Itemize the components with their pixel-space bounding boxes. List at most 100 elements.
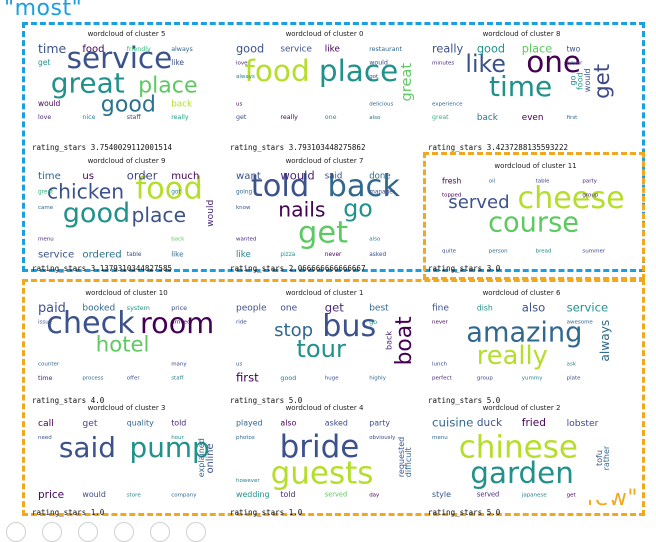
wordcloud-title: wordcloud of cluster 3 (87, 404, 166, 412)
wordcloud-panel: wordcloud of cluster 6 amazing really alway… (428, 289, 615, 383)
nav-dot[interactable] (150, 522, 170, 542)
cloud-word: two (567, 44, 581, 53)
cloud-word: us (236, 362, 242, 368)
cloud-word: lobster (567, 418, 599, 429)
cloud-word: really (477, 341, 548, 371)
cloud-word: lunch (432, 362, 448, 368)
cloud-word: price (38, 489, 64, 500)
nav-dot[interactable] (78, 522, 98, 542)
cloud-word: booked (82, 304, 115, 314)
cloud-word: wanted (236, 236, 256, 242)
cloud-word: difficult (404, 447, 413, 477)
cloud-word: told (171, 418, 186, 427)
nav-dot[interactable] (114, 522, 134, 542)
cloud-word: one (280, 304, 297, 314)
nav-dot[interactable] (186, 522, 206, 542)
wordcloud-canvas: chinese garden rather tofu cuisine duck fried l… (428, 414, 615, 500)
cloud-word: day (369, 492, 380, 498)
cloud-word: served (325, 491, 347, 499)
cloud-word: restaurant (369, 46, 402, 53)
cloud-word: always (236, 74, 255, 80)
wordcloud-panel: wordcloud of cluster 10 check room hotel pai… (34, 289, 219, 383)
cloud-word: amazing (466, 318, 582, 349)
rating-stars-label: rating_stars 5.0 (428, 508, 501, 517)
rating-stars-label: rating_stars 1.0 (32, 508, 105, 517)
cloud-word: like (171, 58, 184, 67)
wordcloud-panel: wordcloud of cluster 7 told back nails go get… (232, 157, 417, 261)
cloud-word: process (82, 376, 103, 382)
cloud-word: obviously (369, 435, 396, 441)
wordcloud-panel: wordcloud of cluster 11 served cheese cours… (438, 162, 633, 256)
cloud-word: much (171, 171, 199, 182)
cloud-word: tofu (595, 450, 604, 466)
cloud-word: person (489, 249, 508, 255)
cloud-word: menu (432, 435, 448, 441)
cloud-word: bus (322, 309, 376, 344)
cloud-word: ride (236, 320, 247, 326)
cloud-word: awesome (567, 320, 594, 326)
cloud-word: ordered (82, 249, 121, 260)
cloud-word: love (38, 114, 51, 121)
cloud-word: get (298, 216, 348, 251)
cloud-word: party (582, 179, 597, 185)
cloud-word: would (369, 60, 388, 67)
cloud-word: great (51, 66, 125, 99)
cloud-word: cuisine (432, 416, 473, 430)
cloud-word: place (132, 203, 187, 227)
wordcloud-panel: wordcloud of cluster 1 stop bus tour boat bac… (232, 289, 417, 383)
cloud-word: played (236, 418, 263, 427)
cloud-word: fine (432, 304, 449, 314)
wordcloud-canvas: check room hotel paid booked system price time p… (34, 299, 219, 383)
wordcloud-panel: wordcloud of cluster 2 chinese garden rathe… (428, 404, 615, 500)
rating-stars-label: rating_stars 5.0 (428, 396, 501, 405)
cloud-word: food (135, 172, 202, 207)
cloud-word: get (325, 301, 344, 315)
cloud-word: back (328, 169, 401, 204)
cloud-word: table (127, 252, 142, 258)
cloud-word: time (38, 41, 67, 56)
nav-dot[interactable] (6, 522, 26, 542)
cloud-word: good (101, 92, 156, 118)
cloud-word: nails (278, 198, 325, 222)
cloud-word: order (127, 169, 158, 183)
cloud-word: system (127, 304, 150, 312)
wordcloud-title: wordcloud of cluster 9 (87, 157, 166, 165)
cloud-word: service (38, 249, 74, 260)
cloud-word: staff (127, 114, 142, 121)
cloud-word: group (477, 376, 493, 382)
cloud-word: first (236, 371, 259, 384)
cloud-word: best (369, 304, 389, 314)
wordcloud-canvas: told back nails go get want would said done like p… (232, 167, 417, 261)
nav-dot[interactable] (42, 522, 62, 542)
cloud-word: would (280, 169, 314, 183)
cloud-word: also (522, 301, 545, 315)
cloud-word: check (46, 306, 135, 341)
cloud-word: also (369, 115, 381, 121)
wordcloud-title: wordcloud of cluster 7 (285, 157, 364, 165)
cloud-word: served (448, 192, 509, 213)
cloud-word: said (325, 172, 343, 182)
cloud-word: us (82, 171, 94, 182)
cloud-word: back (171, 99, 193, 109)
cloud-word: get (82, 418, 97, 429)
cloud-word: style (432, 490, 451, 499)
cloud-word: go (569, 75, 578, 85)
cloud-word: japanese (521, 492, 547, 498)
cloud-word: topped (442, 193, 461, 199)
cloud-word: place (522, 42, 552, 55)
cloud-word: boat (392, 316, 417, 366)
cloud-word: highly (369, 376, 387, 382)
cloud-word: food (82, 44, 104, 55)
wordcloud-canvas: chicken food good place would time us order much… (34, 167, 219, 261)
cloud-word: issue (38, 320, 53, 326)
cloud-word: good (63, 198, 131, 229)
cloud-word: love (236, 60, 248, 66)
cloud-word: service (67, 41, 173, 75)
cloud-word: first (567, 115, 579, 121)
cloud-word: time (489, 70, 552, 103)
cloud-word: nice (82, 114, 95, 121)
cloud-word: going (236, 189, 253, 195)
cloud-word: said (59, 431, 116, 464)
cloud-word: dish (477, 303, 493, 312)
cloud-word: one (526, 45, 581, 79)
